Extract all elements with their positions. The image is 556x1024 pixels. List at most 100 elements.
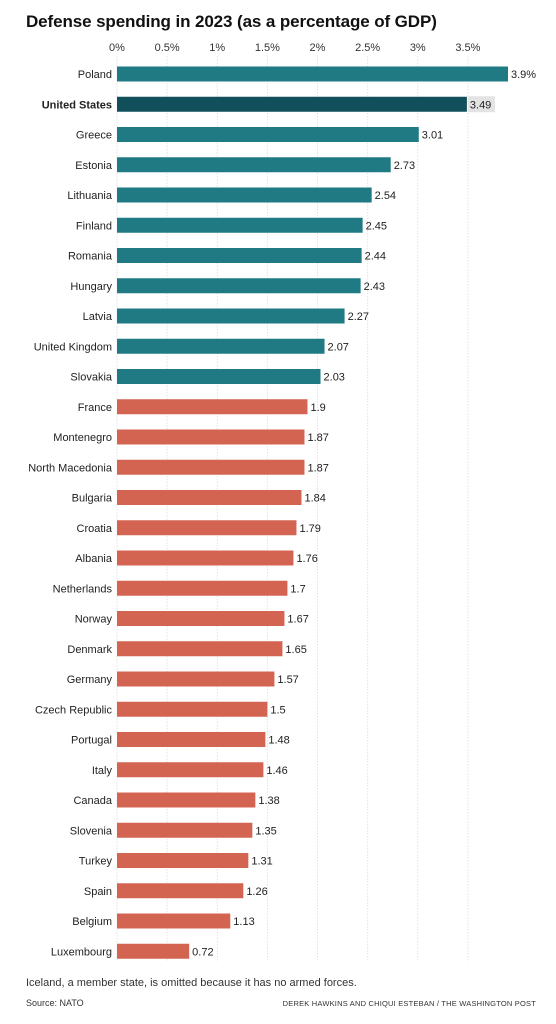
category-label: Estonia — [75, 160, 113, 172]
value-label: 1.26 — [246, 886, 267, 898]
category-label: Spain — [84, 886, 112, 898]
category-label: Netherlands — [53, 583, 113, 595]
value-label: 1.57 — [277, 674, 298, 686]
value-label: 1.67 — [287, 614, 308, 626]
value-label: 1.7 — [290, 583, 305, 595]
value-label: 1.87 — [307, 462, 328, 474]
value-label: 1.76 — [296, 553, 317, 565]
category-label: Slovenia — [70, 825, 113, 837]
value-label: 3.9% — [511, 69, 536, 81]
value-label: 0.72 — [192, 946, 213, 958]
value-labels: 3.9% 3.49 3.01 2.73 2.54 2.45 2.44 2.43 2.27 2.07… — [192, 69, 536, 958]
bar — [117, 671, 275, 687]
bar — [117, 641, 283, 657]
value-label: 1.79 — [299, 523, 320, 535]
bar — [117, 762, 264, 778]
category-label: Latvia — [83, 311, 113, 323]
bar — [117, 792, 256, 808]
bar — [117, 278, 361, 294]
category-label: North Macedonia — [28, 462, 113, 474]
category-label: Romania — [68, 251, 113, 263]
value-label: 1.13 — [233, 916, 254, 928]
category-label: Portugal — [71, 735, 112, 747]
bar — [117, 490, 302, 505]
bar — [117, 187, 372, 203]
bar — [117, 338, 325, 354]
value-label: 2.03 — [324, 372, 345, 384]
category-label: France — [78, 402, 112, 414]
bar — [117, 217, 363, 233]
x-tick-label: 0.5% — [155, 42, 180, 54]
x-tick-label: 1% — [209, 42, 225, 54]
bars — [117, 66, 508, 959]
value-label: 1.48 — [268, 735, 289, 747]
bar — [117, 157, 391, 173]
bar — [117, 943, 190, 959]
value-label: 1.31 — [251, 856, 272, 868]
category-label: Poland — [78, 69, 112, 81]
bar — [117, 550, 294, 566]
category-label: Finland — [76, 220, 112, 232]
x-tick-label: 2% — [310, 42, 326, 54]
bar — [117, 580, 288, 596]
category-label: United States — [42, 99, 112, 111]
category-label: Albania — [75, 553, 113, 565]
x-tick-label: 0% — [109, 42, 125, 54]
category-label: Belgium — [72, 916, 112, 928]
bar — [117, 429, 305, 445]
category-label: Slovakia — [70, 372, 112, 384]
bar — [117, 369, 321, 384]
category-label: Hungary — [70, 281, 112, 293]
category-label: Italy — [92, 765, 113, 777]
bar — [117, 127, 419, 142]
bar — [117, 732, 266, 747]
x-tick-label: 3.5% — [455, 42, 480, 54]
value-label: 1.84 — [304, 493, 325, 505]
bar — [117, 883, 244, 899]
value-label: 1.65 — [285, 644, 306, 656]
value-label: 1.87 — [307, 432, 328, 444]
bar — [117, 459, 305, 475]
x-axis-tick-labels: 0% 0.5% 1% 1.5% 2% 2.5% 3% 3.5% — [109, 42, 481, 54]
category-label: Turkey — [79, 856, 113, 868]
category-label: Croatia — [77, 523, 113, 535]
value-label: 2.54 — [375, 190, 396, 202]
category-label: Lithuania — [67, 190, 113, 202]
category-label: United Kingdom — [34, 341, 112, 353]
bar — [117, 308, 345, 324]
grid-lines — [116, 56, 469, 962]
value-label: 1.46 — [266, 765, 287, 777]
value-label: 2.43 — [364, 281, 385, 293]
bar — [117, 611, 285, 626]
chart-title: Defense spending in 2023 (as a percentag… — [26, 12, 437, 31]
value-label: 3.49 — [470, 99, 491, 111]
value-label: 2.27 — [348, 311, 369, 323]
value-label: 2.45 — [366, 220, 387, 232]
bar — [117, 913, 231, 929]
value-label: 2.73 — [394, 160, 415, 172]
value-label-highlight — [467, 96, 495, 113]
bar — [117, 520, 297, 536]
value-label: 1.9 — [310, 402, 325, 414]
category-label: Germany — [67, 674, 113, 686]
category-label: Canada — [73, 795, 112, 807]
category-labels: Poland United States Greece Estonia Lithuani… — [28, 69, 113, 958]
value-label: 1.5 — [270, 704, 285, 716]
bar — [117, 96, 467, 112]
bar — [117, 66, 508, 82]
value-label: 1.38 — [258, 795, 279, 807]
value-label: 2.44 — [365, 251, 386, 263]
category-label: Norway — [75, 614, 113, 626]
category-label: Greece — [76, 130, 112, 142]
category-label: Czech Republic — [35, 704, 113, 716]
category-label: Montenegro — [53, 432, 112, 444]
bar — [117, 853, 249, 868]
bar — [117, 822, 253, 838]
bar — [117, 248, 362, 263]
category-label: Luxembourg — [51, 946, 112, 958]
category-label: Denmark — [67, 644, 112, 656]
source-note: Source: NATO — [26, 998, 84, 1008]
value-label: 2.07 — [328, 341, 349, 353]
bar — [117, 701, 268, 717]
